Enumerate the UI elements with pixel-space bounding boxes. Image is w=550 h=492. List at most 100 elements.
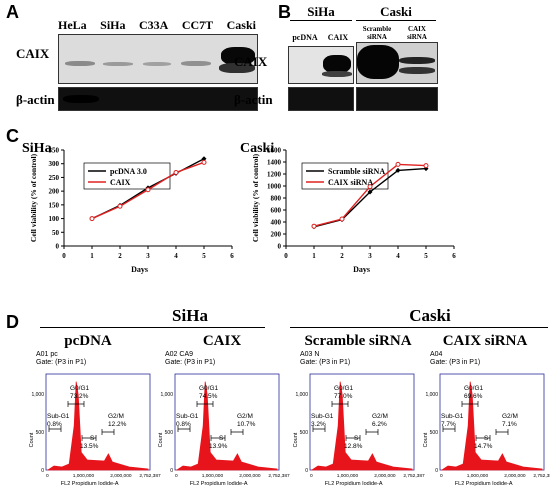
y-tick-label: 400 [271, 219, 282, 227]
row-label-actin: β-actin [234, 92, 273, 107]
plot-name: A04 [430, 351, 443, 358]
data-point [201, 159, 207, 165]
y-tick-label: 500 [36, 430, 45, 436]
data-point [423, 163, 429, 169]
x-tick-label: 0 [284, 252, 288, 260]
data-point [89, 216, 95, 222]
group-rule-siha [40, 327, 265, 328]
x-axis-title: FL2 Propidium Iodide-A [325, 481, 383, 487]
x-tick-label: 2,000,000 [374, 473, 396, 479]
x-tick-label: 6 [230, 252, 234, 260]
pct-g2m: 10.7% [237, 421, 256, 428]
lane-label: CC7T [181, 18, 214, 32]
y-tick-label: 600 [271, 207, 282, 215]
gate-marker-g2m [230, 429, 244, 435]
panel-a-lane-labels: HeLa SiHa C33A CC7T Caski [58, 18, 256, 33]
x-tick-label: 2 [340, 252, 344, 260]
lane-label: C33A [138, 18, 169, 32]
y-tick-label: 250 [49, 174, 60, 182]
y-axis-title: Count [158, 432, 164, 447]
gate-label-g0g1: G0/G1 [70, 385, 90, 392]
panel-d-letter: D [6, 312, 19, 332]
x-tick-label: 0 [440, 473, 443, 479]
panel-b-siha-rule [290, 20, 352, 21]
gate-label-g0g1: G0/G1 [464, 385, 484, 392]
gate-marker-s [210, 435, 226, 441]
blot-caix-b-caski [356, 42, 438, 84]
x-tick-label: 3 [368, 252, 372, 260]
y-axis-title: Cell viability (% of control) [251, 153, 260, 242]
panel-c-letter: C [6, 126, 19, 146]
x-tick-label: 1 [90, 252, 94, 260]
y-tick-label: 0 [305, 468, 308, 474]
x-tick-label: 1,000,000 [73, 473, 95, 479]
lane-label: CAIX siRNA [407, 25, 427, 41]
gate-marker-subg1 [312, 426, 326, 432]
plot-gate: Gate: (P3 in P1) [165, 359, 215, 366]
data-point [311, 223, 317, 229]
data-point [201, 156, 207, 162]
y-tick-label: 100 [49, 215, 60, 223]
group-rule-caski [290, 327, 548, 328]
x-tick-label: 6 [452, 252, 456, 260]
pct-g0g1: 69.6% [464, 393, 483, 400]
gate-label-g0g1: G0/G1 [334, 385, 354, 392]
gate-label-s: S [484, 435, 489, 442]
pct-s: 14.7% [474, 443, 493, 450]
pct-subg1: 3.2% [311, 421, 326, 428]
x-tick-label: 0 [310, 473, 313, 479]
x-tick-label: 5 [202, 252, 206, 260]
condition-label: CAIX siRNA [442, 333, 528, 349]
data-point [117, 203, 123, 209]
y-axis-title: Cell viability (% of control) [29, 153, 38, 242]
histogram-trace [175, 381, 278, 471]
chart-title: Caski [240, 141, 274, 156]
y-tick-label: 150 [49, 201, 60, 209]
x-tick-label: 0 [62, 252, 66, 260]
condition-label: pcDNA [64, 333, 112, 349]
legend-label: pcDNA 3.0 [110, 167, 147, 176]
histogram-trace [310, 381, 413, 471]
caski-viability-chart: Caski 0 200 400 600 800 1000 1200 1400 1600 0 1 2 3 4 5… [240, 141, 456, 274]
x-axis-title: Days [353, 265, 370, 274]
legend-box [301, 162, 389, 190]
row-label-caix: CAIX [16, 46, 50, 61]
lane-label: SiHa [100, 18, 126, 32]
y-tick-label: 1600 [267, 147, 282, 155]
data-point [395, 167, 401, 173]
lane-label: Scramble siRNA [362, 25, 392, 41]
x-tick-label: 2,752,387 [533, 473, 550, 479]
gate-label-g2m: G2/M [108, 413, 124, 420]
condition-label: Scramble siRNA [304, 333, 412, 349]
gate-marker-s [475, 435, 491, 441]
panel-b-siha-title: SiHa [307, 4, 335, 19]
gate-marker-subg1 [48, 426, 62, 432]
x-tick-label: 2,000,000 [504, 473, 526, 479]
y-tick-label: 500 [300, 430, 309, 436]
y-tick-label: 1200 [267, 171, 282, 179]
gate-label-g2m: G2/M [372, 413, 388, 420]
panel-b-caski-rule [356, 20, 436, 21]
plot-gate: Gate: (P3 in P1) [36, 359, 86, 366]
data-point [395, 161, 401, 167]
y-tick-label: 300 [49, 160, 60, 168]
x-tick-label: 3 [146, 252, 150, 260]
data-point [339, 216, 345, 222]
chart-title: SiHa [22, 141, 52, 156]
x-tick-label: 0 [46, 473, 49, 479]
gate-marker-g0g1 [461, 401, 479, 407]
gate-marker-g0g1 [196, 401, 214, 407]
y-axis-title: Count [29, 432, 35, 447]
group-title-caski: Caski [409, 306, 451, 325]
lane-label: pcDNA [292, 33, 318, 42]
gate-label-s: S [90, 435, 95, 442]
x-tick-label: 4 [396, 252, 400, 260]
blot-caix-b-siha [288, 46, 354, 84]
legend-label: CAIX siRNA [328, 178, 373, 187]
data-point [367, 184, 373, 190]
pct-subg1: 0.8% [176, 421, 191, 428]
y-tick-label: 1,000 [295, 392, 308, 398]
x-tick-label: 5 [424, 252, 428, 260]
